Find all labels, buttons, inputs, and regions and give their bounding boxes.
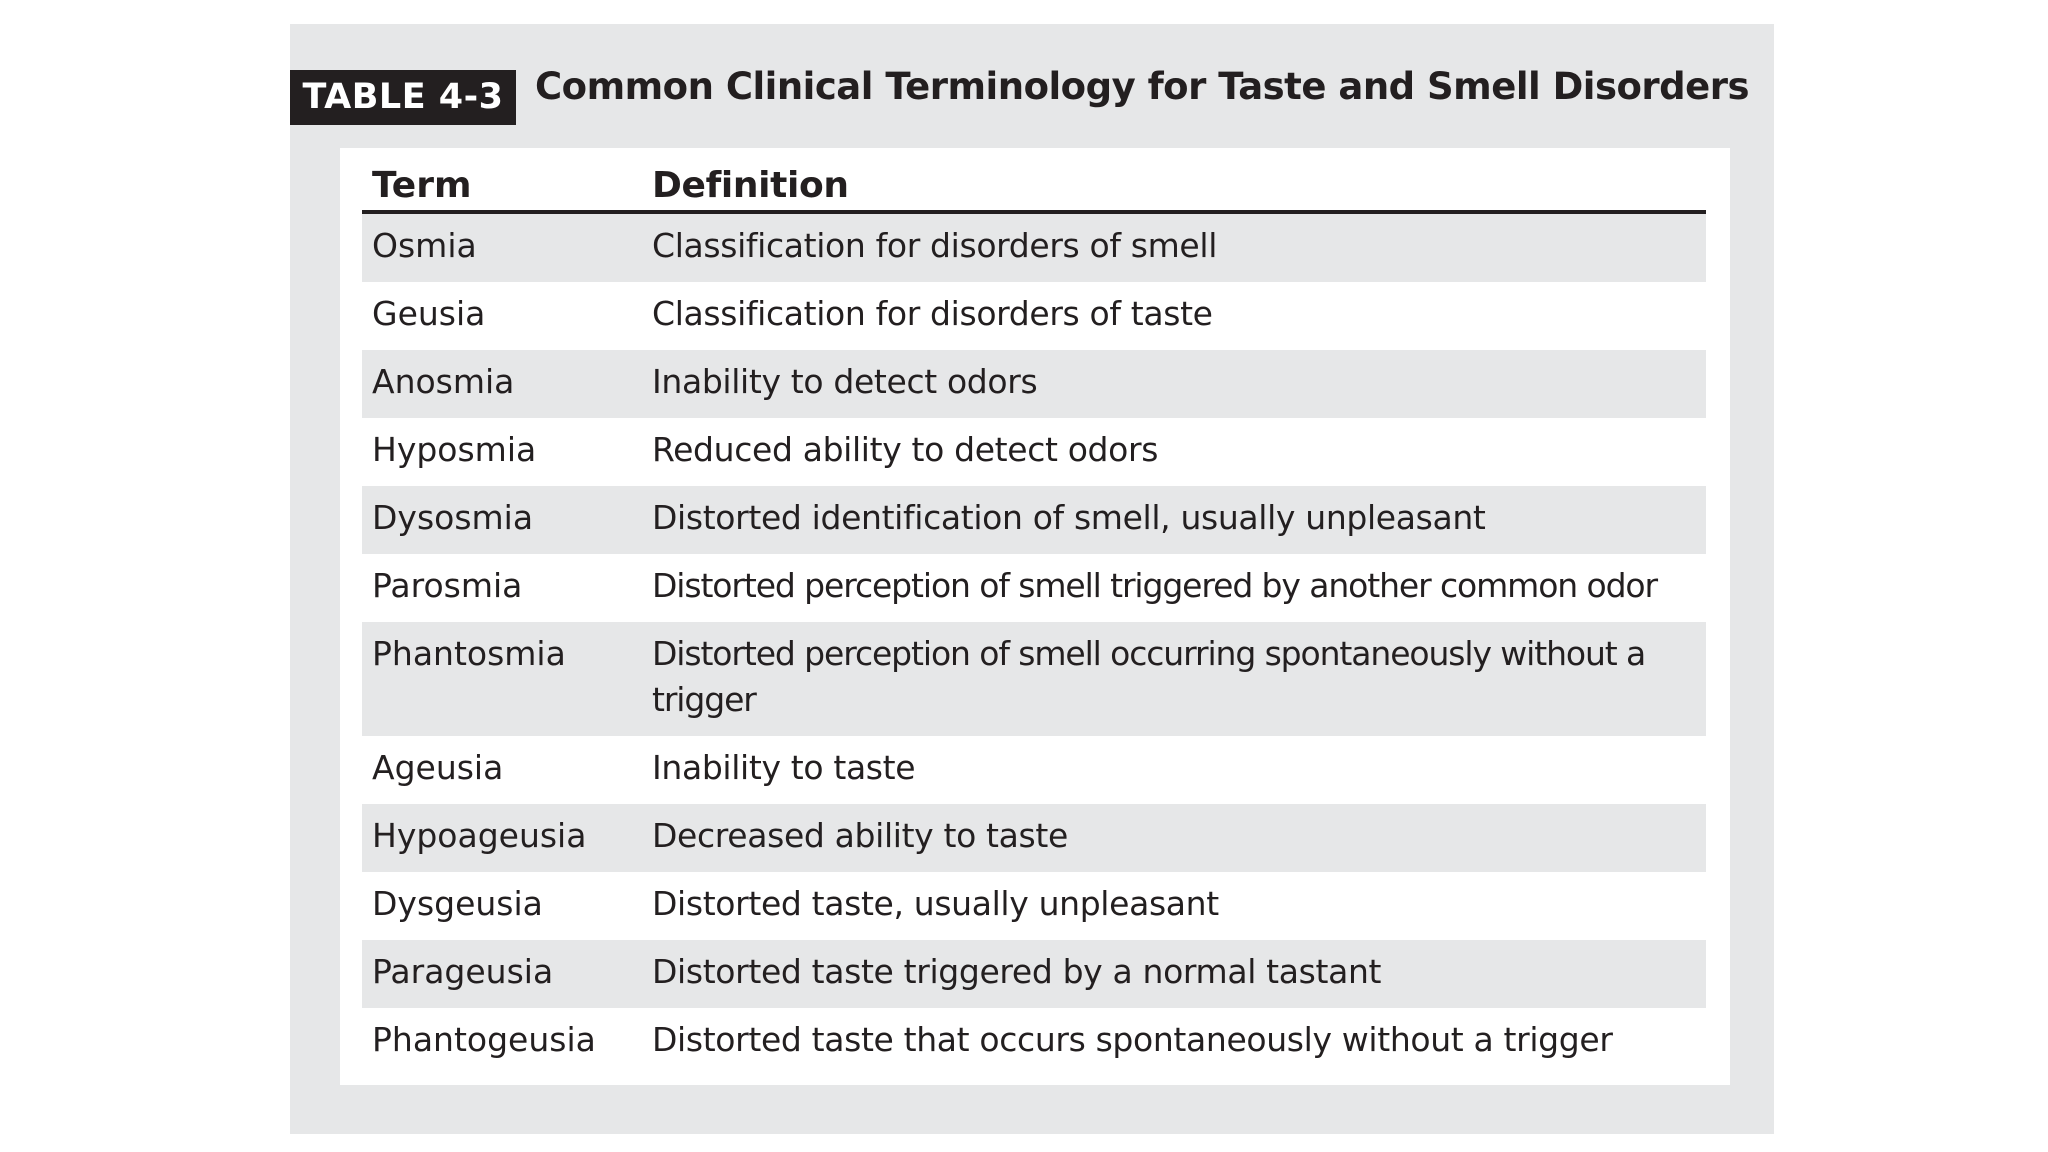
table-header-row: Term Definition — [362, 160, 1706, 214]
table-row: Hyposmia Reduced ability to detect odors — [362, 418, 1706, 486]
definition-cell: Distorted perception of smell triggered … — [652, 566, 1658, 605]
column-header-term: Term — [372, 165, 472, 206]
table-title: Common Clinical Terminology for Taste an… — [535, 65, 1750, 108]
term-cell: Hypoageusia — [372, 816, 587, 855]
term-cell: Anosmia — [372, 362, 515, 401]
column-header-definition: Definition — [652, 165, 849, 206]
table-card: Term Definition Osmia Classification for… — [340, 148, 1730, 1085]
table-number-badge: TABLE 4-3 — [290, 70, 516, 125]
terminology-table: Term Definition Osmia Classification for… — [362, 160, 1706, 1076]
term-cell: Ageusia — [372, 748, 504, 787]
term-cell: Dysgeusia — [372, 884, 543, 923]
term-cell: Parageusia — [372, 952, 554, 991]
term-cell: Geusia — [372, 294, 486, 333]
definition-cell: Classification for disorders of smell — [652, 226, 1218, 265]
table-row: Dysgeusia Distorted taste, usually unple… — [362, 872, 1706, 940]
term-cell: Osmia — [372, 226, 477, 265]
definition-cell: Distorted perception of smell occurring … — [652, 634, 1646, 719]
term-cell: Dysosmia — [372, 498, 534, 537]
table-row: Geusia Classification for disorders of t… — [362, 282, 1706, 350]
term-cell: Phantogeusia — [372, 1020, 596, 1059]
table-row: Phantogeusia Distorted taste that occurs… — [362, 1008, 1706, 1076]
definition-cell: Distorted identification of smell, usual… — [652, 498, 1486, 537]
table-row: Anosmia Inability to detect odors — [362, 350, 1706, 418]
term-cell: Hyposmia — [372, 430, 537, 469]
table-row: Ageusia Inability to taste — [362, 736, 1706, 804]
term-cell: Parosmia — [372, 566, 523, 605]
definition-cell: Decreased ability to taste — [652, 816, 1068, 855]
table-row: Osmia Classification for disorders of sm… — [362, 214, 1706, 282]
table-row: Parosmia Distorted perception of smell t… — [362, 554, 1706, 622]
table-row: Parageusia Distorted taste triggered by … — [362, 940, 1706, 1008]
definition-cell: Distorted taste, usually unpleasant — [652, 884, 1219, 923]
table-row: Hypoageusia Decreased ability to taste — [362, 804, 1706, 872]
term-cell: Phantosmia — [372, 634, 566, 673]
definition-cell: Classification for disorders of taste — [652, 294, 1213, 333]
definition-cell: Distorted taste triggered by a normal ta… — [652, 952, 1382, 991]
table-row: Phantosmia Distorted perception of smell… — [362, 622, 1706, 736]
table-row: Dysosmia Distorted identification of sme… — [362, 486, 1706, 554]
definition-cell: Distorted taste that occurs spontaneousl… — [652, 1020, 1613, 1059]
definition-cell: Reduced ability to detect odors — [652, 430, 1159, 469]
definition-cell: Inability to detect odors — [652, 362, 1038, 401]
definition-cell: Inability to taste — [652, 748, 916, 787]
